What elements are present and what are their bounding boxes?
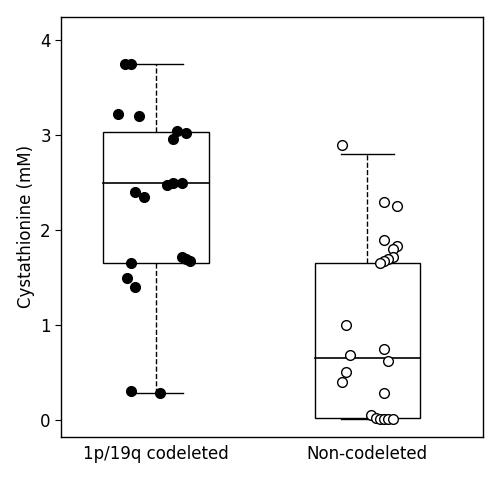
Y-axis label: Cystathionine (mM): Cystathionine (mM) <box>16 145 34 308</box>
Bar <box>104 132 209 264</box>
Bar <box>314 264 420 418</box>
